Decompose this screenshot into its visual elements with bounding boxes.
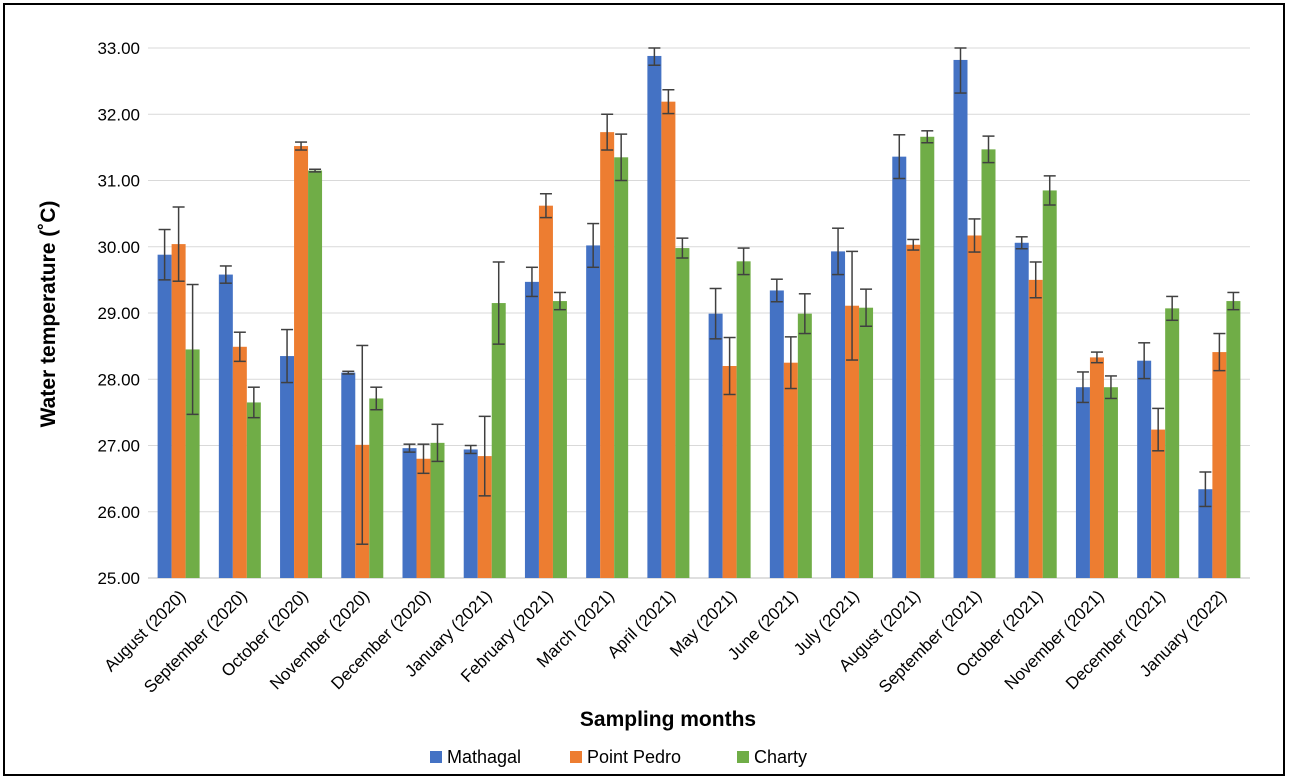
bar (953, 59, 968, 579)
bar (647, 55, 662, 578)
bar (736, 261, 751, 578)
x-axis-title: Sampling months (580, 708, 756, 731)
bar (538, 205, 553, 579)
y-tick-label: 27.00 (97, 437, 140, 456)
bar (708, 313, 723, 578)
bar (1014, 242, 1029, 578)
bar (675, 248, 690, 578)
bar (614, 157, 629, 578)
legend-label: Mathagal (447, 747, 521, 767)
y-tick-label: 33.00 (97, 39, 140, 58)
bar (280, 356, 295, 578)
y-axis-title: Water temperature (˚C) (37, 201, 60, 428)
y-tick-label: 32.00 (97, 105, 140, 124)
bar (491, 303, 506, 578)
y-tick-label: 31.00 (97, 172, 140, 191)
bar (845, 305, 860, 578)
bar (218, 274, 233, 578)
bar (783, 362, 798, 578)
bar (1198, 489, 1213, 578)
bar (294, 146, 309, 579)
bar (1151, 429, 1166, 578)
bar (402, 448, 417, 578)
bar (906, 244, 921, 578)
bar (308, 170, 323, 578)
y-tick-label: 29.00 (97, 304, 140, 323)
bar (369, 398, 384, 578)
bar (1103, 387, 1118, 578)
bar (1075, 387, 1090, 578)
bar (1226, 301, 1241, 578)
bar (981, 149, 996, 579)
bar (157, 254, 172, 578)
bar (859, 307, 874, 578)
legend-swatch (430, 751, 442, 763)
bar (797, 313, 812, 578)
bar (586, 245, 601, 579)
bar (831, 251, 846, 578)
bar (967, 235, 982, 579)
bar (661, 101, 676, 578)
legend-swatch (737, 751, 749, 763)
y-tick-labels: 25.00 26.00 27.00 28.00 29.00 30.00 31.00 32.00… (97, 39, 140, 588)
bar (769, 290, 784, 578)
y-tick-label: 28.00 (97, 370, 140, 389)
bar (463, 449, 478, 578)
bar (232, 346, 247, 578)
legend-swatch (570, 751, 582, 763)
bar (171, 244, 186, 578)
x-tick-labels: August (2020)September (2020)October (20… (100, 586, 1230, 696)
bar (920, 136, 935, 578)
bar (1089, 357, 1104, 578)
bar (1165, 308, 1180, 578)
bar (246, 402, 261, 578)
bar (552, 301, 567, 578)
error-bars (158, 47, 1240, 545)
bar (1028, 279, 1043, 578)
chart-frame (3, 3, 1285, 776)
bar (477, 456, 492, 578)
legend-label: Charty (754, 747, 807, 767)
y-tick-label: 26.00 (97, 503, 140, 522)
bar (341, 372, 356, 578)
bar (524, 281, 539, 578)
bar (600, 132, 615, 578)
bar (185, 349, 200, 578)
bar (722, 366, 737, 578)
bar (1137, 360, 1152, 578)
legend-label: Point Pedro (587, 747, 681, 767)
bar (1042, 190, 1057, 578)
legend: Mathagal Point Pedro Charty (430, 747, 807, 767)
y-tick-label: 25.00 (97, 569, 140, 588)
bar (892, 156, 907, 578)
y-tick-label: 30.00 (97, 238, 140, 257)
bar (430, 442, 445, 578)
x-tick-label: September (2021) (875, 586, 985, 696)
bar (1212, 352, 1227, 578)
x-tick-label: September (2020) (140, 586, 250, 696)
gridlines (148, 47, 1250, 579)
bars (157, 55, 1241, 579)
bar (416, 458, 431, 578)
